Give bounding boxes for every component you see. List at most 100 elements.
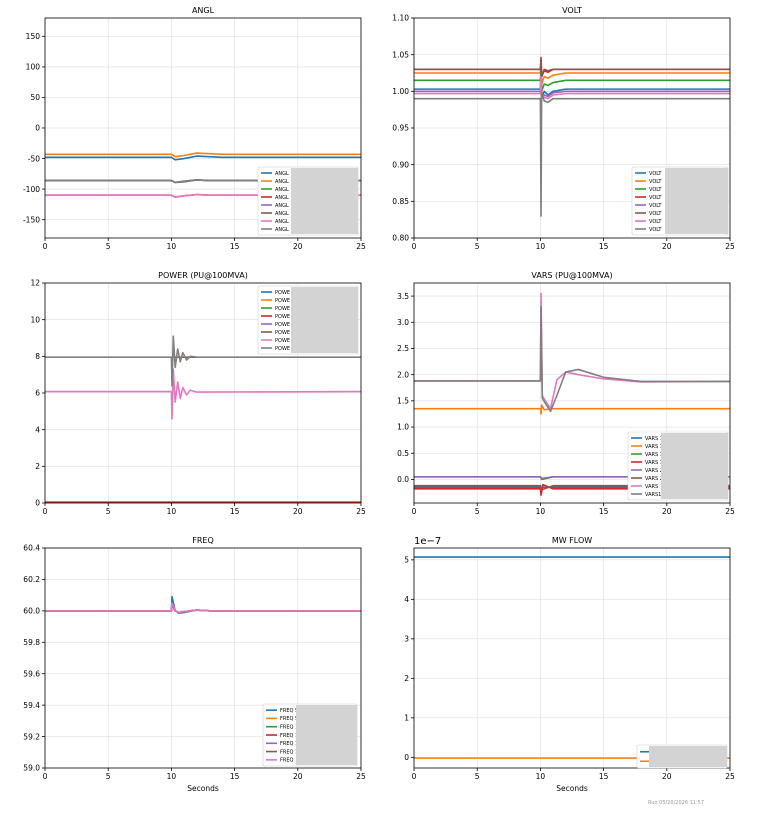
x-tick-label: 20	[293, 242, 303, 251]
axes-frame	[44, 547, 362, 769]
series-line-7	[414, 292, 730, 410]
legend-label: VARS1	[645, 492, 661, 498]
series-line-7	[45, 368, 361, 420]
legend-label: FREQ	[280, 758, 294, 764]
legend-label: ANGL	[275, 211, 289, 217]
x-tick-label: 5	[106, 507, 111, 516]
y-tick-label: 60.2	[23, 575, 40, 584]
y-tick-label: 0.90	[392, 160, 409, 169]
y-tick-label: 0.0	[397, 475, 409, 484]
series-line-6	[414, 484, 730, 491]
x-tick-label: 15	[599, 507, 609, 516]
y-tick-label: 59.2	[23, 732, 40, 741]
y-tick-label: 4	[404, 595, 409, 604]
x-tick-label: 0	[412, 507, 417, 516]
legend-label: VARS 2	[645, 468, 663, 474]
y-tick-label: 1.5	[397, 397, 409, 406]
legend-label: ANGL	[275, 179, 289, 185]
legend-label: ANGL	[275, 219, 289, 225]
y-tick-label: 59.6	[23, 669, 40, 678]
y-tick-label: 150	[26, 32, 41, 41]
x-tick-label: 15	[230, 507, 240, 516]
x-tick-label: 15	[230, 242, 240, 251]
y-tick-label: 2.0	[397, 370, 409, 379]
x-tick-label: 25	[725, 242, 735, 251]
legend-label: VOLT	[649, 211, 662, 217]
redacted-legend-area	[649, 746, 727, 767]
x-tick-label: 20	[662, 507, 672, 516]
series-line-1	[45, 155, 361, 161]
y-tick-label: 1.00	[392, 87, 409, 96]
y-tick-label: 2	[404, 674, 409, 683]
y-tick-label: 3.0	[397, 318, 409, 327]
x-tick-label: 5	[106, 242, 111, 251]
legend-label: POWE	[275, 346, 290, 352]
legend-label: POWE	[275, 290, 290, 296]
legend-label: VARS 1	[645, 444, 663, 450]
y-tick-label: 4	[35, 425, 40, 434]
redacted-legend-area	[665, 168, 728, 234]
legend: VARS 1 VARS 1 VARS 1 VARS 1 VARS 2 VARS 2 VARS…	[627, 431, 729, 501]
series-line-7	[45, 602, 361, 614]
legend-label: ANGL	[275, 203, 289, 209]
x-tick-label: 20	[662, 772, 672, 781]
y-tick-label: 1	[404, 714, 409, 723]
legend-label: VOLT	[649, 171, 662, 177]
chart-title: MW FLOW	[552, 536, 592, 545]
x-tick-label: 0	[412, 242, 417, 251]
legend-label: VOLT	[649, 219, 662, 225]
legend-label: FREQ 1	[280, 741, 298, 747]
series-line-2	[45, 152, 361, 158]
x-tick-label: 25	[725, 507, 735, 516]
redacted-legend-area	[296, 705, 357, 765]
legend-label: FREQ 1	[280, 725, 298, 731]
legend-label: FREQ 5	[280, 716, 298, 722]
legend-label: VOLT	[649, 227, 662, 233]
y-tick-label: 5	[404, 556, 409, 565]
y-tick-label: 10	[30, 315, 40, 324]
legend: VOLT VOLT VOLT VOLT VOLT VOLT VOLT VOLT	[631, 166, 729, 236]
series-line-7	[45, 193, 361, 198]
axes-frame	[413, 282, 731, 504]
y-tick-label: 0	[404, 753, 409, 762]
legend-label: POWE	[275, 306, 290, 312]
legend-label: VARS	[645, 484, 658, 490]
x-tick-label: 25	[356, 772, 366, 781]
y-tick-label: -100	[23, 185, 40, 194]
x-tick-label: 20	[662, 242, 672, 251]
y-tick-label: 0.85	[392, 197, 409, 206]
legend-label: ANGL	[275, 171, 289, 177]
redacted-legend-area	[291, 168, 358, 234]
x-axis-label: Seconds	[556, 784, 588, 793]
x-tick-label: 10	[167, 242, 177, 251]
legend-label: ANGL	[275, 195, 289, 201]
y-tick-label: -50	[28, 154, 40, 163]
chart-panel-5: 0 5 10 15 20 25 59.0 59.2 59.4 59.6 59.8 60.0 60.2 60…	[23, 536, 366, 793]
x-tick-label: 10	[536, 242, 546, 251]
x-tick-label: 15	[230, 772, 240, 781]
series-line-5	[414, 476, 730, 480]
y-tick-label: 0.95	[392, 124, 409, 133]
x-tick-label: 15	[599, 772, 609, 781]
x-tick-label: 0	[43, 772, 48, 781]
y-tick-label: 0	[35, 499, 40, 508]
y-tick-label: 60.4	[23, 544, 40, 553]
x-tick-label: 25	[725, 772, 735, 781]
series-line-2	[414, 404, 730, 415]
chart-panel-4: 0 5 10 15 20 25 0.0 0.5 1.0 1.5 2.0 2.5 3.0 3.5 VARS (…	[397, 271, 735, 516]
chart-title: VARS (PU@100MVA)	[531, 271, 612, 280]
x-tick-label: 10	[536, 507, 546, 516]
legend: FREQ 5 FREQ 5 FREQ 1 FREQ 1 FREQ 1 FREQ 1 FREQ	[262, 703, 358, 767]
legend-label: FREQ 5	[280, 708, 298, 714]
series-line-8	[45, 335, 361, 387]
legend-label: FREQ 1	[280, 733, 298, 739]
series-line-8	[414, 305, 730, 413]
y-tick-label: 2.5	[397, 344, 409, 353]
legend-label: POWE	[275, 322, 290, 328]
legend-label: VARS 1	[645, 460, 663, 466]
x-tick-label: 0	[43, 242, 48, 251]
legend-label: FREQ 1	[280, 749, 298, 755]
y-tick-label: 100	[26, 63, 41, 72]
legend-label: VOLT	[649, 195, 662, 201]
